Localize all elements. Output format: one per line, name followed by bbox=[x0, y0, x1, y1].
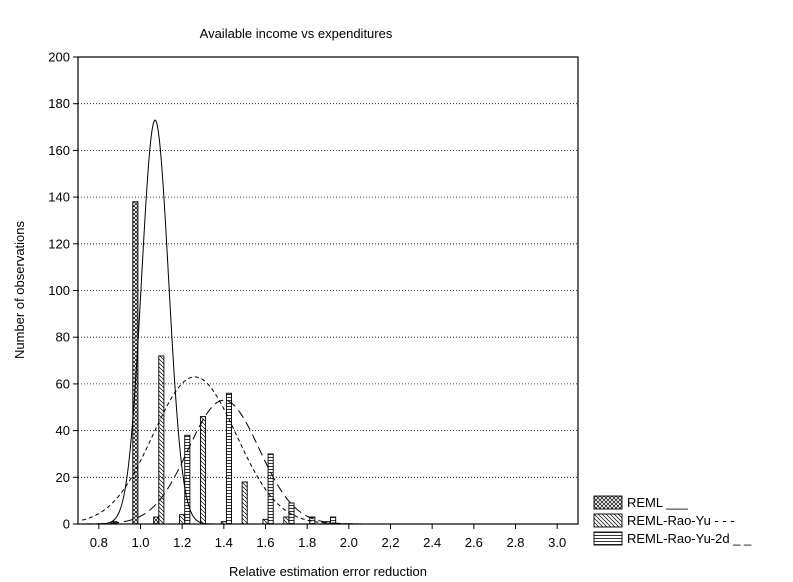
y-tick-label: 40 bbox=[56, 423, 70, 438]
legend-label: REML-Rao-Yu - - - bbox=[627, 513, 735, 528]
legend-swatch bbox=[593, 531, 623, 546]
bar bbox=[158, 355, 165, 525]
y-axis-label: Number of observations bbox=[12, 220, 27, 359]
y-tick-label: 80 bbox=[56, 330, 70, 345]
y-tick-label: 0 bbox=[63, 517, 70, 532]
chart-title: Available income vs expenditures bbox=[200, 26, 393, 41]
y-axis: 0 20 40 60 80 100 120 140 160 180 200 bbox=[48, 50, 78, 532]
bar bbox=[267, 453, 274, 525]
y-tick-label: 180 bbox=[48, 96, 70, 111]
x-tick-label: 1.6 bbox=[256, 535, 274, 550]
fit-curve bbox=[82, 399, 574, 525]
fitted-curves bbox=[82, 119, 574, 525]
bar bbox=[225, 392, 232, 525]
x-tick-label: 1.2 bbox=[173, 535, 191, 550]
bar bbox=[283, 516, 290, 525]
bar bbox=[199, 416, 207, 525]
x-tick-label: 2.6 bbox=[465, 535, 483, 550]
x-axis-label: Relative estimation error reduction bbox=[229, 564, 427, 579]
legend-label: REML-Rao-Yu-2d _ _ bbox=[627, 531, 752, 546]
y-tick-label: 120 bbox=[48, 236, 70, 251]
grid-lines bbox=[78, 103, 578, 478]
x-tick-label: 2.8 bbox=[506, 535, 524, 550]
bars bbox=[111, 201, 337, 525]
y-tick-label: 160 bbox=[48, 143, 70, 158]
y-tick-label: 20 bbox=[56, 470, 70, 485]
y-tick-label: 60 bbox=[56, 376, 70, 391]
y-tick-label: 100 bbox=[48, 283, 70, 298]
legend-swatch bbox=[593, 495, 623, 510]
x-tick-label: 2,2 bbox=[381, 535, 399, 550]
y-tick-label: 200 bbox=[48, 50, 70, 65]
x-tick-label: 1.0 bbox=[131, 535, 149, 550]
x-tick-label: 3.0 bbox=[548, 535, 566, 550]
bar bbox=[179, 514, 186, 525]
bar bbox=[241, 481, 248, 525]
x-tick-label: 2.0 bbox=[340, 535, 358, 550]
x-axis: 0.8 1.0 1.2 1.4 1.6 1.8 2.0 2,2 2.4 2.6 2.8 3.0 bbox=[90, 524, 566, 550]
legend-swatch bbox=[593, 513, 623, 528]
bar bbox=[262, 518, 269, 525]
legend-label: REML ___ bbox=[627, 495, 689, 510]
y-tick-label: 140 bbox=[48, 190, 70, 205]
x-tick-label: 1.4 bbox=[215, 535, 233, 550]
fit-curve bbox=[82, 119, 574, 525]
legend: REML ___ REML-Rao-Yu - - - REML-Rao-Yu-2d … bbox=[593, 495, 752, 546]
x-tick-label: 1.8 bbox=[298, 535, 316, 550]
fit-curve bbox=[82, 376, 574, 525]
x-tick-label: 0.8 bbox=[90, 535, 108, 550]
x-tick-label: 2.4 bbox=[423, 535, 441, 550]
bar bbox=[153, 516, 160, 525]
